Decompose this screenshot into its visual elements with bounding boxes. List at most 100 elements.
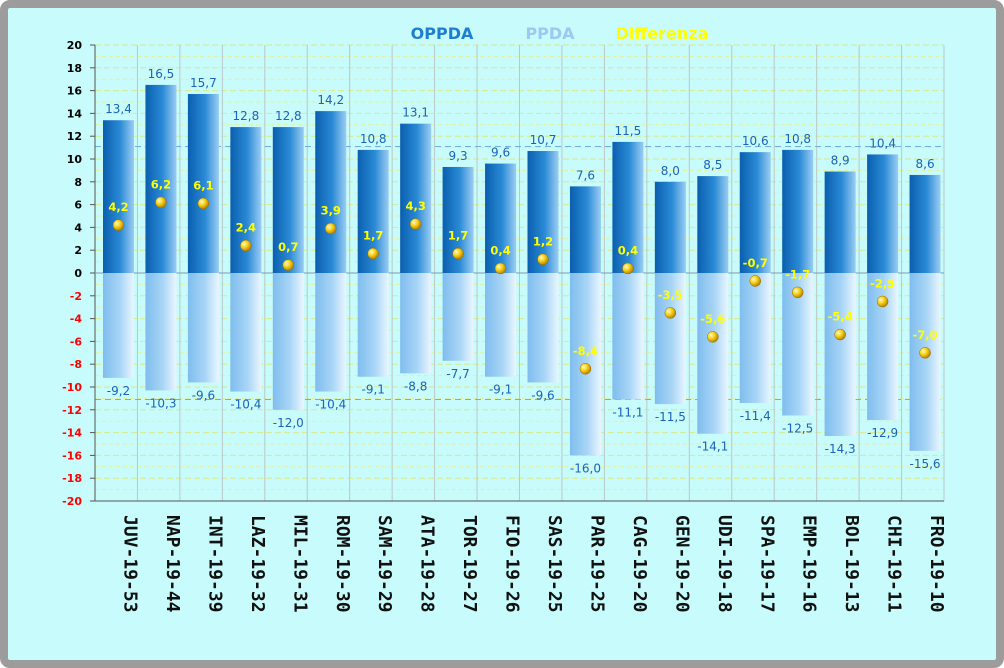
- label-differenza: -3,5: [658, 288, 683, 302]
- bar-oppda: [400, 123, 432, 273]
- bar-ppda: [485, 273, 517, 377]
- label-oppda: 10,8: [784, 132, 811, 146]
- label-ppda: -9,1: [489, 383, 512, 397]
- marker-differenza: [791, 286, 804, 299]
- category-label: UDI-19-18: [714, 515, 735, 613]
- y-tick-label: 2: [74, 244, 82, 257]
- marker-differenza: [622, 262, 634, 275]
- y-tick-label: -20: [62, 495, 82, 508]
- marker-differenza: [367, 247, 379, 260]
- category-label: CHI-19-11: [884, 515, 905, 613]
- label-differenza: -5,4: [828, 310, 853, 324]
- label-oppda: 14,2: [317, 93, 344, 107]
- label-differenza: 3,9: [321, 204, 341, 218]
- y-tick-label: 0: [74, 267, 82, 280]
- label-ppda: -11,4: [740, 409, 771, 423]
- label-differenza: 1,2: [533, 234, 553, 248]
- marker-differenza: [876, 295, 889, 308]
- bar-ppda: [527, 273, 559, 383]
- label-differenza: 1,7: [363, 229, 383, 243]
- bar-oppda: [145, 84, 177, 274]
- bar-ppda: [909, 273, 941, 451]
- label-differenza: 6,2: [151, 177, 171, 191]
- y-tick-label: -16: [62, 449, 82, 462]
- bar-ppda: [654, 273, 686, 405]
- marker-differenza: [325, 222, 337, 235]
- marker-differenza: [537, 253, 549, 266]
- label-oppda: 13,1: [402, 106, 429, 120]
- category-label: SPA-19-17: [756, 515, 777, 613]
- legend-ppda: PPDA: [525, 24, 575, 43]
- category-label: LAZ-19-32: [247, 515, 268, 613]
- marker-differenza: [112, 219, 125, 231]
- y-tick-label: -14: [62, 427, 82, 440]
- label-ppda: -10,4: [315, 398, 346, 412]
- label-oppda: 10,4: [869, 136, 896, 150]
- y-tick-label: 8: [74, 176, 82, 189]
- marker-differenza: [155, 196, 167, 209]
- bar-oppda: [315, 111, 347, 274]
- category-label: TOR-19-27: [459, 515, 480, 613]
- label-differenza: -2,5: [870, 277, 895, 291]
- label-differenza: -7,0: [912, 328, 937, 342]
- label-oppda: 9,3: [449, 149, 468, 163]
- category-label: BOL-19-13: [841, 515, 862, 613]
- marker-differenza: [579, 363, 592, 375]
- label-ppda: -12,9: [867, 426, 898, 440]
- category-label: SAS-19-25: [544, 515, 565, 613]
- label-differenza: 4,2: [108, 200, 128, 214]
- marker-differenza: [749, 275, 761, 287]
- label-ppda: -12,0: [273, 416, 304, 430]
- label-ppda: -14,1: [697, 440, 728, 454]
- label-differenza: -1,7: [785, 267, 810, 281]
- label-ppda: -7,7: [446, 367, 469, 381]
- label-ppda: -11,5: [655, 410, 686, 424]
- marker-differenza: [240, 239, 252, 252]
- y-tick-label: 14: [67, 107, 83, 120]
- label-oppda: 15,7: [190, 76, 217, 90]
- category-label: SAM-19-29: [374, 515, 395, 613]
- category-label: NAP-19-44: [162, 515, 183, 613]
- y-tick-label: 12: [67, 130, 82, 143]
- bar-oppda: [654, 181, 686, 273]
- label-oppda: 7,6: [576, 168, 595, 182]
- category-label: FIO-19-26: [502, 515, 523, 613]
- label-oppda: 10,7: [530, 133, 557, 147]
- bar-oppda: [697, 176, 729, 273]
- y-tick-label: -12: [62, 404, 82, 417]
- y-tick-label: -18: [62, 472, 82, 485]
- bar-oppda: [485, 163, 517, 273]
- marker-differenza: [707, 331, 719, 343]
- label-oppda: 9,6: [491, 146, 510, 160]
- label-differenza: -8,4: [573, 344, 598, 358]
- label-ppda: -12,5: [782, 422, 813, 436]
- label-differenza: 0,4: [490, 243, 510, 257]
- label-ppda: -9,1: [361, 383, 384, 397]
- bar-oppda: [824, 171, 856, 273]
- y-tick-label: -4: [70, 313, 83, 326]
- category-label: CAG-19-20: [629, 515, 650, 613]
- label-ppda: -8,8: [404, 379, 427, 393]
- bar-oppda: [569, 186, 601, 273]
- bar-ppda: [357, 273, 389, 377]
- label-oppda: 8,5: [703, 158, 722, 172]
- bar-ppda: [272, 273, 304, 410]
- bar-ppda: [867, 273, 899, 421]
- bar-oppda: [739, 152, 771, 273]
- bar-ppda: [739, 273, 771, 403]
- category-label: MIL-19-31: [289, 515, 310, 613]
- bar-ppda: [103, 273, 134, 378]
- bar-oppda: [612, 141, 644, 273]
- marker-differenza: [452, 247, 464, 260]
- label-differenza: 1,7: [448, 229, 468, 243]
- label-ppda: -14,3: [825, 442, 856, 456]
- marker-differenza: [919, 347, 931, 359]
- label-ppda: -10,3: [145, 396, 176, 410]
- label-oppda: 13,4: [105, 102, 132, 116]
- label-differenza: -5,6: [700, 312, 725, 326]
- bar-ppda: [230, 273, 262, 392]
- bar-oppda: [867, 154, 899, 273]
- label-differenza: -0,7: [743, 256, 768, 270]
- y-tick-label: -10: [62, 381, 82, 394]
